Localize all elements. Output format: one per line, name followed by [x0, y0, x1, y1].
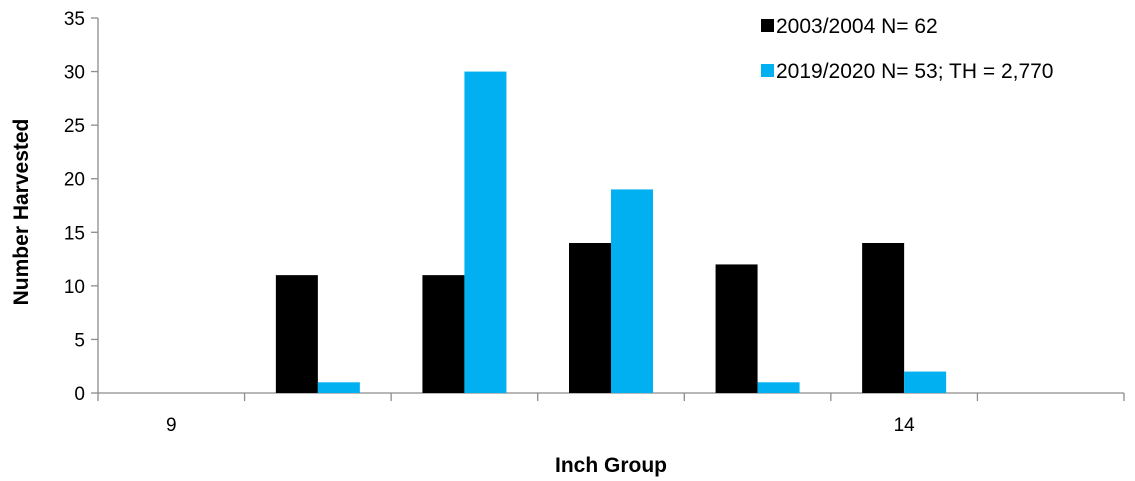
y-tick-label: 10 — [64, 277, 85, 298]
bar-series-1-14 — [862, 243, 905, 393]
legend-label-1: 2003/2004 N= 62 — [776, 15, 938, 38]
x-axis-title: Inch Group — [555, 454, 667, 477]
bar-series-1-13 — [715, 264, 758, 393]
bar-series-2-10 — [317, 382, 360, 393]
y-tick-label: 0 — [74, 384, 85, 405]
legend-label-2: 2019/2020 N= 53; TH = 2,770 — [776, 60, 1054, 83]
x-tick-label: 14 — [894, 415, 916, 436]
y-tick-label: 20 — [64, 170, 85, 191]
bar-series-2-12 — [611, 189, 653, 393]
legend-swatch-1 — [761, 19, 774, 32]
bar-series-2-13 — [757, 382, 800, 393]
bar-series-2-11 — [464, 71, 507, 394]
bar-series-1-11 — [422, 275, 465, 393]
bar-series-2-14 — [904, 371, 947, 393]
y-tick-label: 30 — [64, 63, 85, 84]
legend: 2003/2004 N= 62 2019/2020 N= 53; TH = 2,7… — [761, 15, 1054, 83]
y-tick-label: 5 — [74, 330, 85, 351]
x-axis: 9 14 — [97, 392, 1125, 436]
bar-series-1-12 — [569, 243, 611, 393]
y-tick-label: 25 — [64, 116, 85, 137]
y-axis-title: Number Harvested — [10, 119, 33, 306]
y-tick-label: 15 — [64, 223, 85, 244]
y-axis: 0 5 10 15 20 25 30 35 — [64, 9, 99, 405]
legend-swatch-2 — [761, 64, 774, 77]
bars — [275, 71, 947, 394]
y-tick-label: 35 — [64, 9, 85, 30]
x-tick-label: 9 — [166, 415, 177, 436]
bar-series-1-10 — [275, 275, 318, 393]
